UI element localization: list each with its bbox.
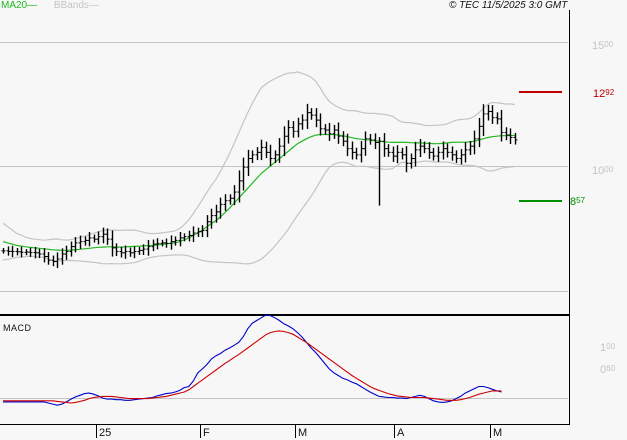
x-label-25: 25 (99, 427, 112, 439)
bband-upper (2, 71, 516, 241)
bband-lower (2, 160, 516, 265)
macd-lines (3, 314, 502, 406)
macd-title: MACD (3, 323, 32, 333)
legend-bbands: BBands— (53, 0, 99, 11)
legend-ma20: MA20— (1, 0, 38, 11)
macd-y-label-1: 100 (600, 342, 616, 354)
price-bars (1, 103, 518, 269)
y-label-10: 1000 (592, 165, 614, 177)
x-label-mar: M (298, 427, 308, 439)
x-label-may: M (493, 427, 503, 439)
legend: MA20— BBands— (1, 0, 99, 12)
y-label-resistance: 1292 (593, 88, 615, 100)
x-axis-ticks (96, 424, 491, 438)
x-label-apr: A (397, 427, 405, 439)
copyright: © TEC 11/5/2025 3:0 GMT (449, 0, 568, 11)
y-label-support: 857 (570, 196, 586, 208)
signal-line (3, 330, 502, 404)
x-label-feb: F (203, 427, 210, 439)
y-label-15: 1500 (592, 40, 614, 52)
macd-y-label-060: 060 (600, 364, 616, 376)
bollinger-bands (2, 71, 516, 265)
macd-line (3, 314, 502, 406)
